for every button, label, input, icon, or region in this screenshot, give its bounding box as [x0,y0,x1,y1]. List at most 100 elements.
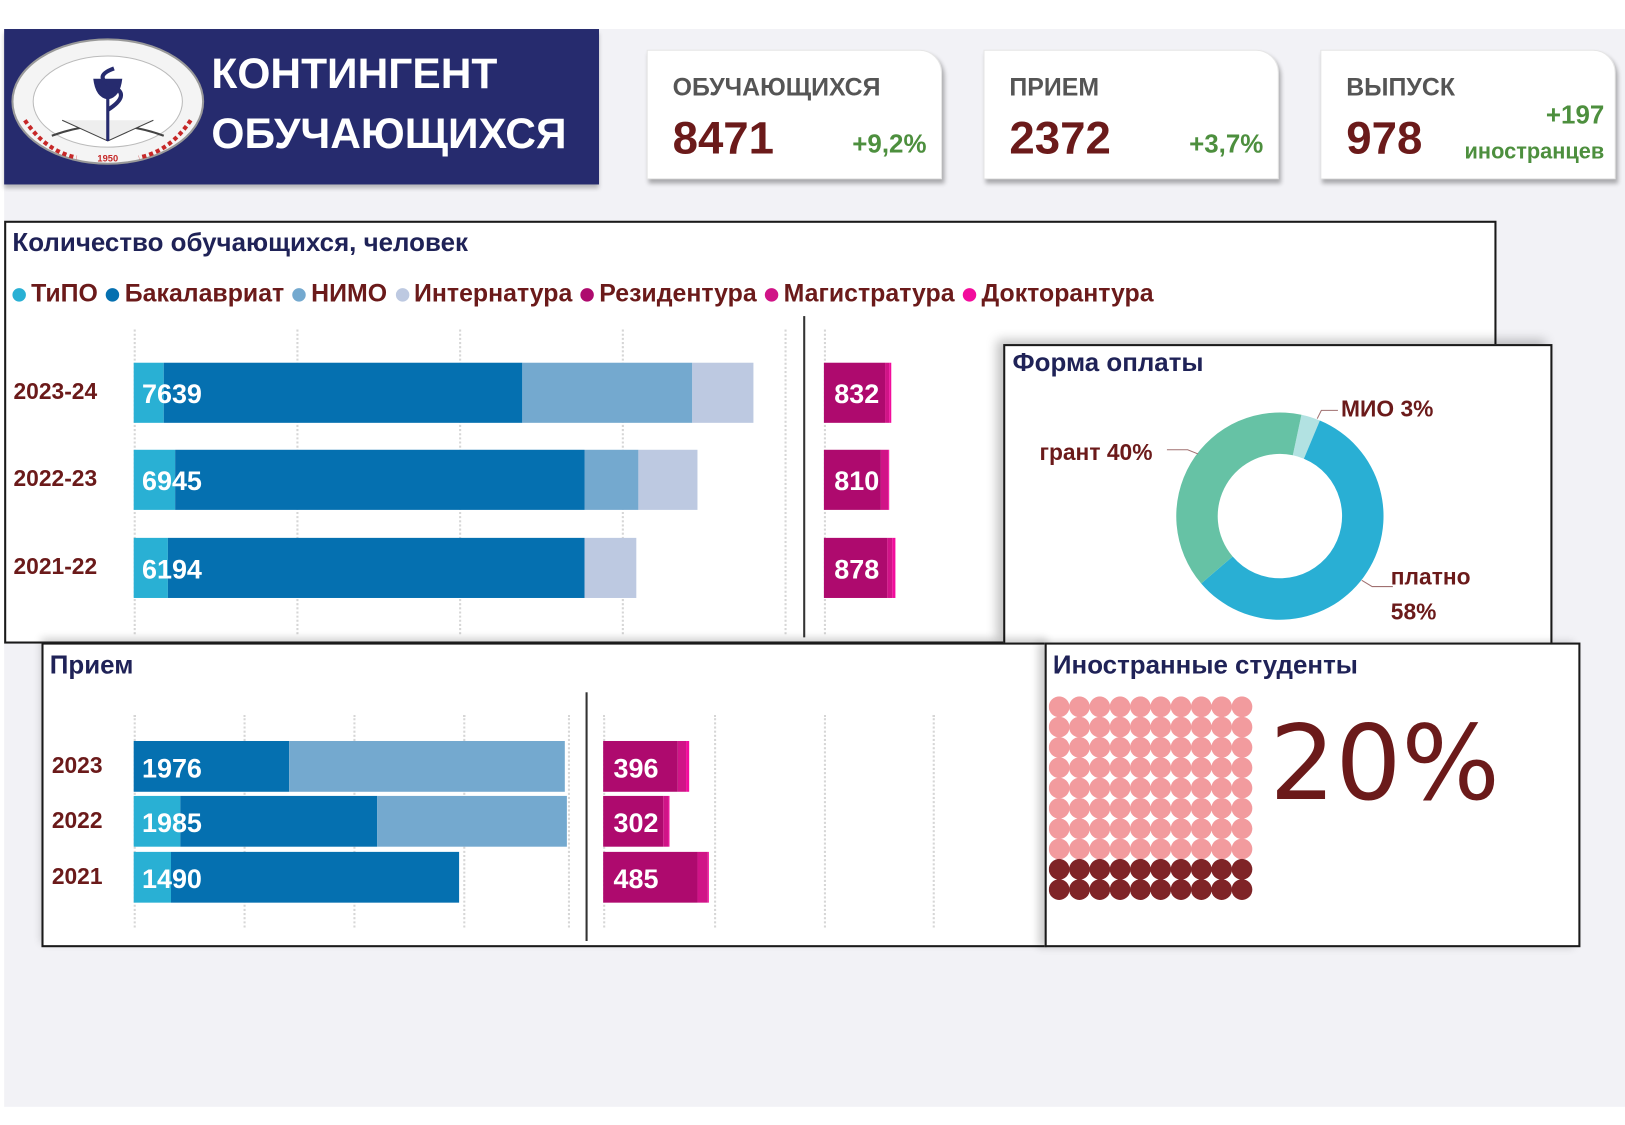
kpi-value: 2372 [1009,112,1111,164]
waffle-dot-other [1089,818,1111,840]
legend-item: ТиПО [12,280,98,309]
waffle-dot-other [1109,797,1131,819]
waffle-dot-foreign [1231,879,1253,900]
bar-segment-типо [133,362,164,423]
kpi-label: ПРИЕМ [1009,73,1100,102]
category-label: 2021-22 [13,553,98,580]
page-title-line1: КОНТИНГЕНТ [211,49,498,98]
bar-segment-магистратура [881,449,889,510]
waffle-dot-other [1190,737,1212,758]
waffle-dot-other [1130,777,1151,799]
waffle-dot-other [1130,818,1151,840]
category-label: 2022-23 [13,465,98,492]
payment-donut-chart [1166,409,1393,620]
legend-label: Магистратура [783,279,955,308]
waffle-dot-other [1190,797,1212,819]
kpi-label: ОБУЧАЮЩИХСЯ [672,73,881,102]
waffle-dot-other [1069,757,1090,779]
bar-segment-резидентура [823,537,888,598]
logo-year: 1950 [97,154,118,164]
waffle-dot-other [1130,838,1151,860]
bar-segment-докторантура [668,795,670,847]
chart-divider [585,692,588,942]
waffle-dot-other [1190,696,1212,718]
donut-slice-МИО [1292,414,1320,459]
leader-grant-line [1166,449,1199,455]
bar-total-label: 396 [613,751,659,783]
waffle-dot-other [1130,797,1151,819]
waffle-dot-foreign [1150,879,1172,900]
waffle-dot-other [1048,757,1070,779]
waffle-dot-other [1211,757,1233,779]
waffle-dot-other [1231,757,1253,779]
waffle-dot-other [1069,716,1090,738]
waffle-dot-foreign [1048,858,1070,880]
waffle-dot-foreign [1089,879,1111,900]
foreign-students-title: Иностранные студенты [1052,650,1358,680]
bar-segment-нимо [377,795,568,847]
waffle-dot-other [1231,716,1253,738]
waffle-dot-other [1089,797,1111,819]
waffle-dot-other [1069,777,1090,799]
waffle-dot-other [1130,757,1151,779]
legend-dot-icon [395,287,409,302]
waffle-dot-foreign [1170,858,1192,880]
waffle-dot-other [1190,757,1212,779]
legend-item: Магистратура [765,280,955,309]
waffle-dot-foreign [1190,858,1212,880]
bar-segment-типо [133,537,168,598]
waffle-dot-other [1109,838,1131,860]
bar-segment-резидентура [603,795,664,847]
waffle-dot-other [1150,838,1172,860]
bar-segment-магистратура [663,795,668,847]
bar-total-label: 302 [613,806,659,838]
bar-segment-докторантура [707,851,710,903]
waffle-dot-foreign [1150,858,1172,880]
waffle-dot-other [1069,818,1090,840]
kpi-card-students: ОБУЧАЮЩИХСЯ 8471 +9,2% [646,49,943,180]
waffle-dot-foreign [1089,858,1111,880]
bar-segment-нимо [289,740,566,792]
waffle-dot-other [1130,737,1151,758]
waffle-dot-other [1231,777,1253,799]
bar-segment-интернатура [584,537,637,598]
bar-total-label: 1490 [141,862,202,894]
kpi-value: 978 [1346,112,1423,164]
bar-segment-типо [133,851,172,903]
waffle-dot-other [1190,716,1212,738]
kpi-delta: +197 иностранцев [1465,96,1605,171]
waffle-dot-other [1130,716,1151,738]
bar-total-label: 6194 [141,553,202,585]
waffle-dot-other [1048,737,1070,758]
gridline [714,715,717,928]
waffle-dot-other [1190,818,1212,840]
kpi-delta: +3,7% [1189,129,1264,159]
donut-slice-грант [1176,412,1302,584]
bar-segment-бакалавриат [180,795,378,847]
waffle-dot-other [1048,696,1070,718]
foreign-students-waffle [1048,696,1253,900]
waffle-dot-other [1048,777,1070,799]
waffle-dot-other [1211,737,1233,758]
waffle-dot-other [1150,737,1172,758]
bar-total-label: 878 [834,553,880,585]
chart-divider [803,316,806,638]
bar-total-label: 1976 [141,751,202,783]
bar-segment-магистратура [678,740,687,792]
kpi-card-admission: ПРИЕМ 2372 +3,7% [983,49,1279,180]
legend-item: Бакалавриат [106,280,284,309]
legend-label: Бакалавриат [124,279,285,308]
header-banner: 1950 КОНТИНГЕНТ ОБУЧАЮЩИХСЯ [4,29,600,185]
waffle-dot-foreign [1211,858,1233,880]
bar-segment-резидентура [603,851,698,903]
category-label: 2021 [51,862,103,889]
waffle-dot-other [1109,737,1131,758]
donut-label-paid-name: платно [1390,563,1471,590]
legend-dot-icon [580,287,595,302]
waffle-dot-other [1170,818,1192,840]
legend-dot-icon [292,287,306,302]
waffle-dot-other [1170,797,1192,819]
payment-form-title: Форма оплаты [1012,348,1204,378]
bar-segment-магистратура [885,362,890,423]
bar-segment-магистратура [697,851,708,903]
